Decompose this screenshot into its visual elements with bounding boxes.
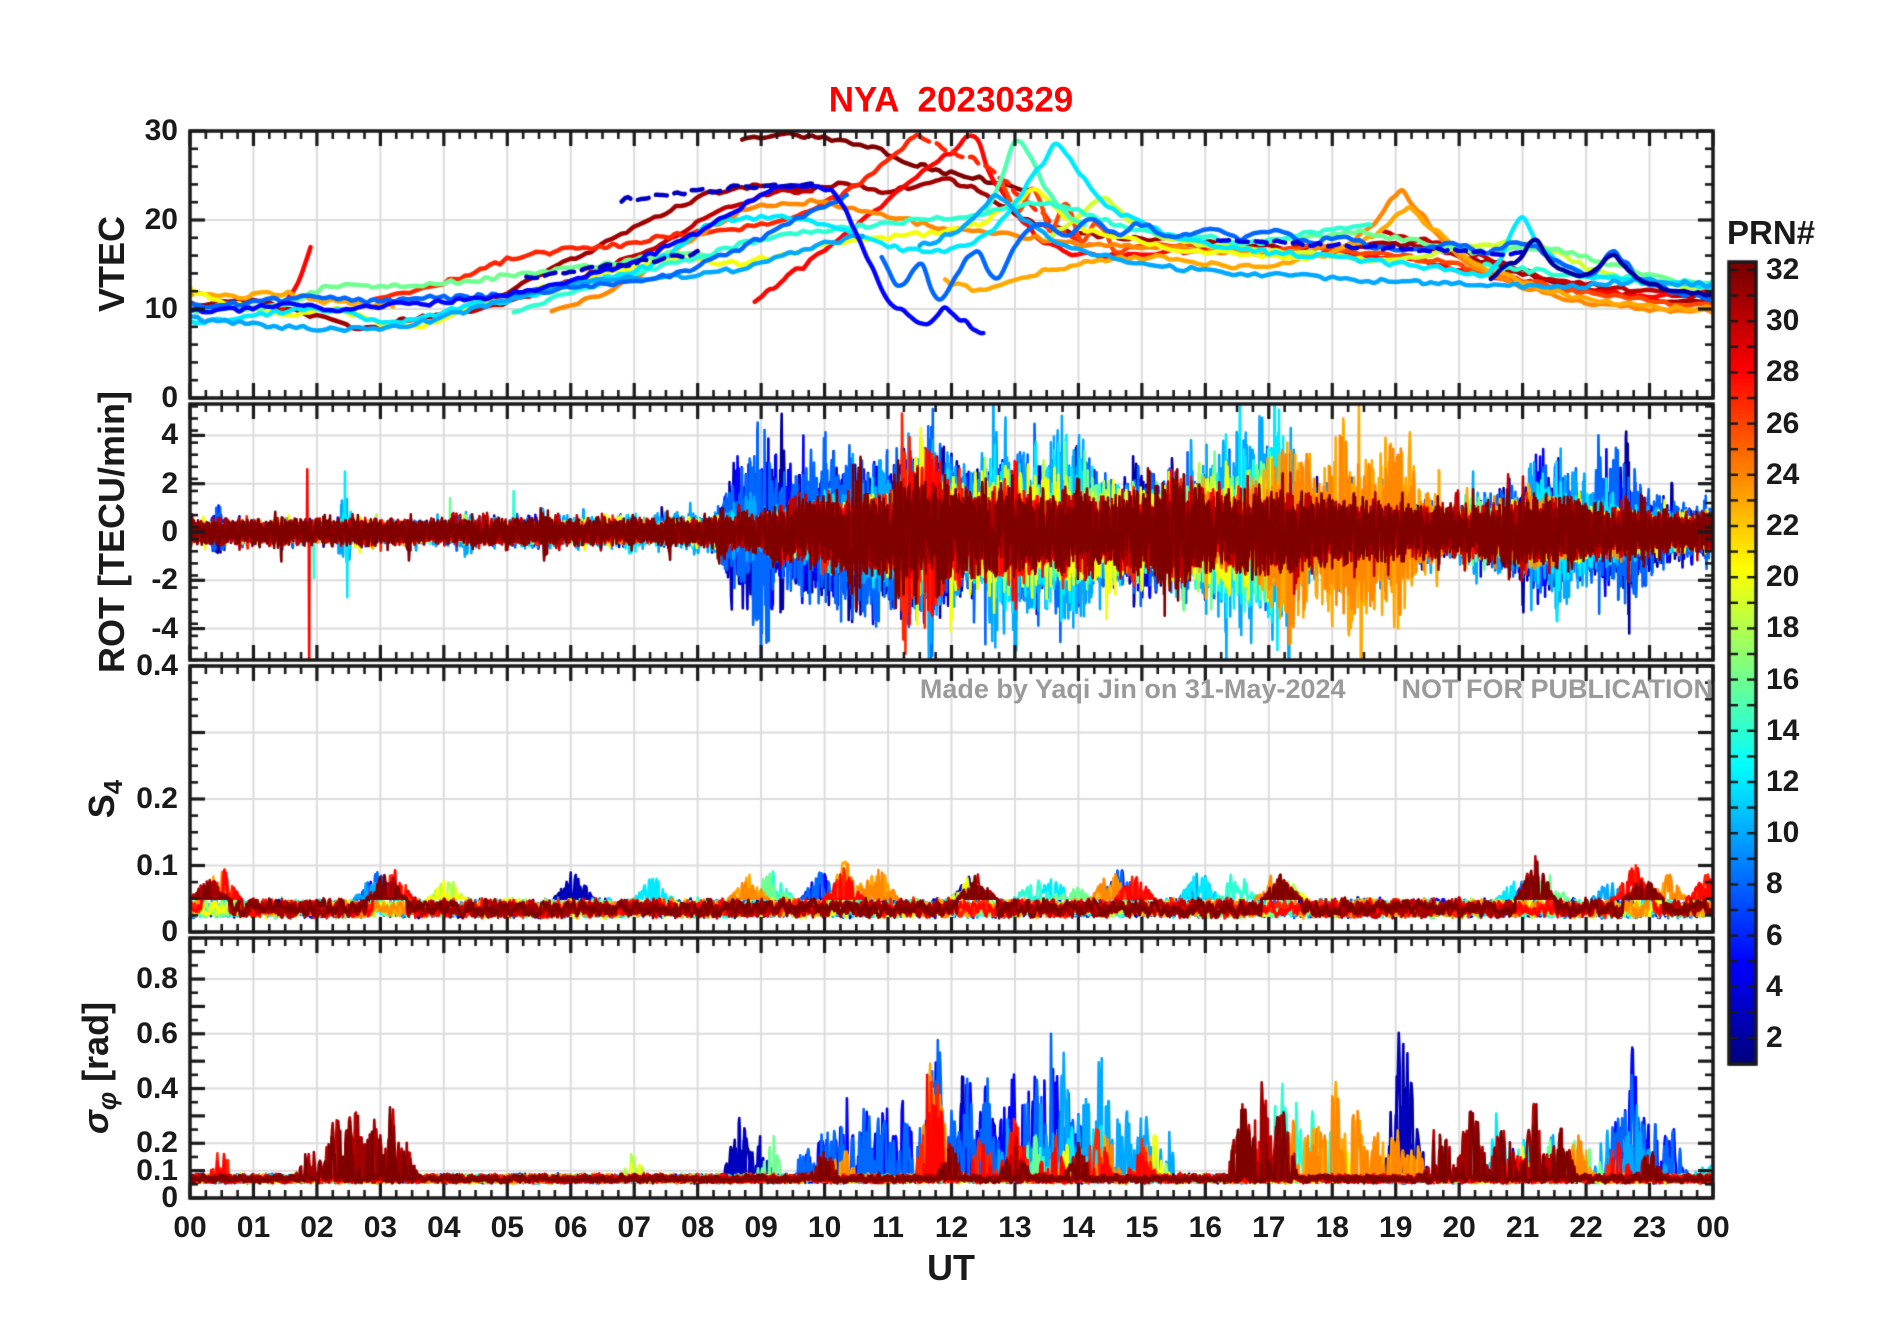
colorbar-tick-label: 30 [1766, 304, 1800, 338]
y-tick-label: 0.1 [136, 1153, 178, 1187]
x-tick-label: 01 [236, 1211, 271, 1244]
x-tick-label: 22 [1569, 1211, 1603, 1244]
x-tick-label: 15 [1125, 1211, 1159, 1244]
y-tick-label: 0.2 [136, 782, 178, 815]
watermark-credit: Made by Yaqi Jin on 31-May-2024 [919, 674, 1346, 704]
x-tick-label: 12 [934, 1211, 969, 1244]
x-tick-label: 19 [1379, 1211, 1413, 1244]
s4-label-main: S [80, 794, 122, 819]
x-tick-label: 00 [1696, 1211, 1730, 1244]
colorbar-tick-label: 12 [1766, 765, 1800, 798]
y-tick-label: 0.2 [136, 1126, 178, 1160]
colorbar-tick-label: 20 [1766, 560, 1800, 594]
x-tick-label: 20 [1442, 1211, 1476, 1244]
y-tick-label: 20 [144, 203, 178, 236]
watermark: Made by Yaqi Jin on 31-May-2024 NOT FOR … [920, 674, 1713, 705]
x-tick-label: 16 [1188, 1211, 1223, 1244]
x-tick-label: 06 [554, 1211, 588, 1244]
x-tick-label: 13 [998, 1211, 1032, 1244]
y-tick-label: 0 [161, 381, 178, 414]
colorbar-tick-label: 2 [1766, 1021, 1783, 1054]
colorbar-tick-label: 16 [1766, 662, 1800, 696]
sigma-label-main: σ [74, 1110, 116, 1135]
sigma-phi-axis-label: σφ [rad] [74, 1001, 123, 1135]
colorbar-tick-label: 14 [1766, 713, 1800, 747]
x-tick-label: 17 [1252, 1211, 1286, 1244]
s4-label-sub: 4 [100, 779, 129, 795]
y-tick-label: 30 [144, 114, 178, 147]
colorbar-tick-label: 26 [1766, 406, 1800, 440]
rot-axis-label: ROT [TECU/min] [91, 391, 132, 673]
x-tick-label: 14 [1061, 1211, 1096, 1244]
colorbar-tick-label: 18 [1766, 611, 1800, 645]
sigma-label-sub: φ [94, 1091, 123, 1111]
vtec-axis-label: VTEC [91, 215, 132, 313]
colorbar-tick-label: 32 [1766, 253, 1800, 286]
y-tick-label: 0.4 [136, 1071, 178, 1105]
colorbar-tick-label: 8 [1766, 867, 1783, 901]
colorbar-tick-label: 24 [1766, 457, 1800, 491]
colorbar-tick-label: 4 [1766, 969, 1783, 1003]
colorbar-tick-label: 10 [1766, 816, 1800, 850]
s4-axis-label: S4 [80, 779, 129, 819]
y-tick-label: 0.4 [136, 649, 178, 682]
x-tick-label: 05 [490, 1211, 524, 1244]
y-tick-label: 0.8 [136, 962, 178, 996]
x-tick-label: 02 [300, 1211, 334, 1244]
y-tick-label: 4 [161, 418, 178, 452]
y-tick-label: 10 [144, 292, 178, 325]
y-tick-label: -2 [151, 563, 178, 597]
x-tick-label: 21 [1505, 1211, 1540, 1244]
x-tick-label: 03 [363, 1211, 398, 1244]
x-tick-label: 08 [680, 1211, 715, 1244]
sigma-label-units: [rad] [74, 1001, 116, 1092]
x-tick-label: 11 [872, 1211, 904, 1244]
x-tick-label: 04 [427, 1211, 461, 1244]
x-tick-label: 00 [173, 1211, 207, 1244]
y-tick-label: 0.6 [136, 1016, 178, 1050]
colorbar-tick-label: 6 [1766, 918, 1783, 952]
x-tick-label: 09 [744, 1211, 778, 1244]
x-axis-label: UT [927, 1247, 975, 1288]
x-tick-label: 18 [1315, 1211, 1349, 1244]
y-tick-label: 2 [161, 466, 178, 500]
colorbar-tick-label: 28 [1766, 355, 1800, 389]
y-tick-label: 0.1 [136, 848, 178, 882]
y-tick-label: 0 [161, 1181, 178, 1214]
x-tick-label: 10 [807, 1211, 842, 1244]
colorbar-title: PRN# [1727, 214, 1816, 251]
x-tick-label: 07 [617, 1211, 651, 1244]
plot-title: NYA 20230329 [828, 80, 1074, 120]
y-tick-label: -4 [151, 611, 178, 645]
watermark-notice: NOT FOR PUBLICATION [1401, 674, 1713, 704]
y-tick-label: 0 [161, 915, 178, 948]
x-tick-label: 23 [1632, 1211, 1667, 1244]
colorbar-tick-label: 22 [1766, 509, 1800, 542]
y-tick-label: 0 [161, 515, 178, 548]
